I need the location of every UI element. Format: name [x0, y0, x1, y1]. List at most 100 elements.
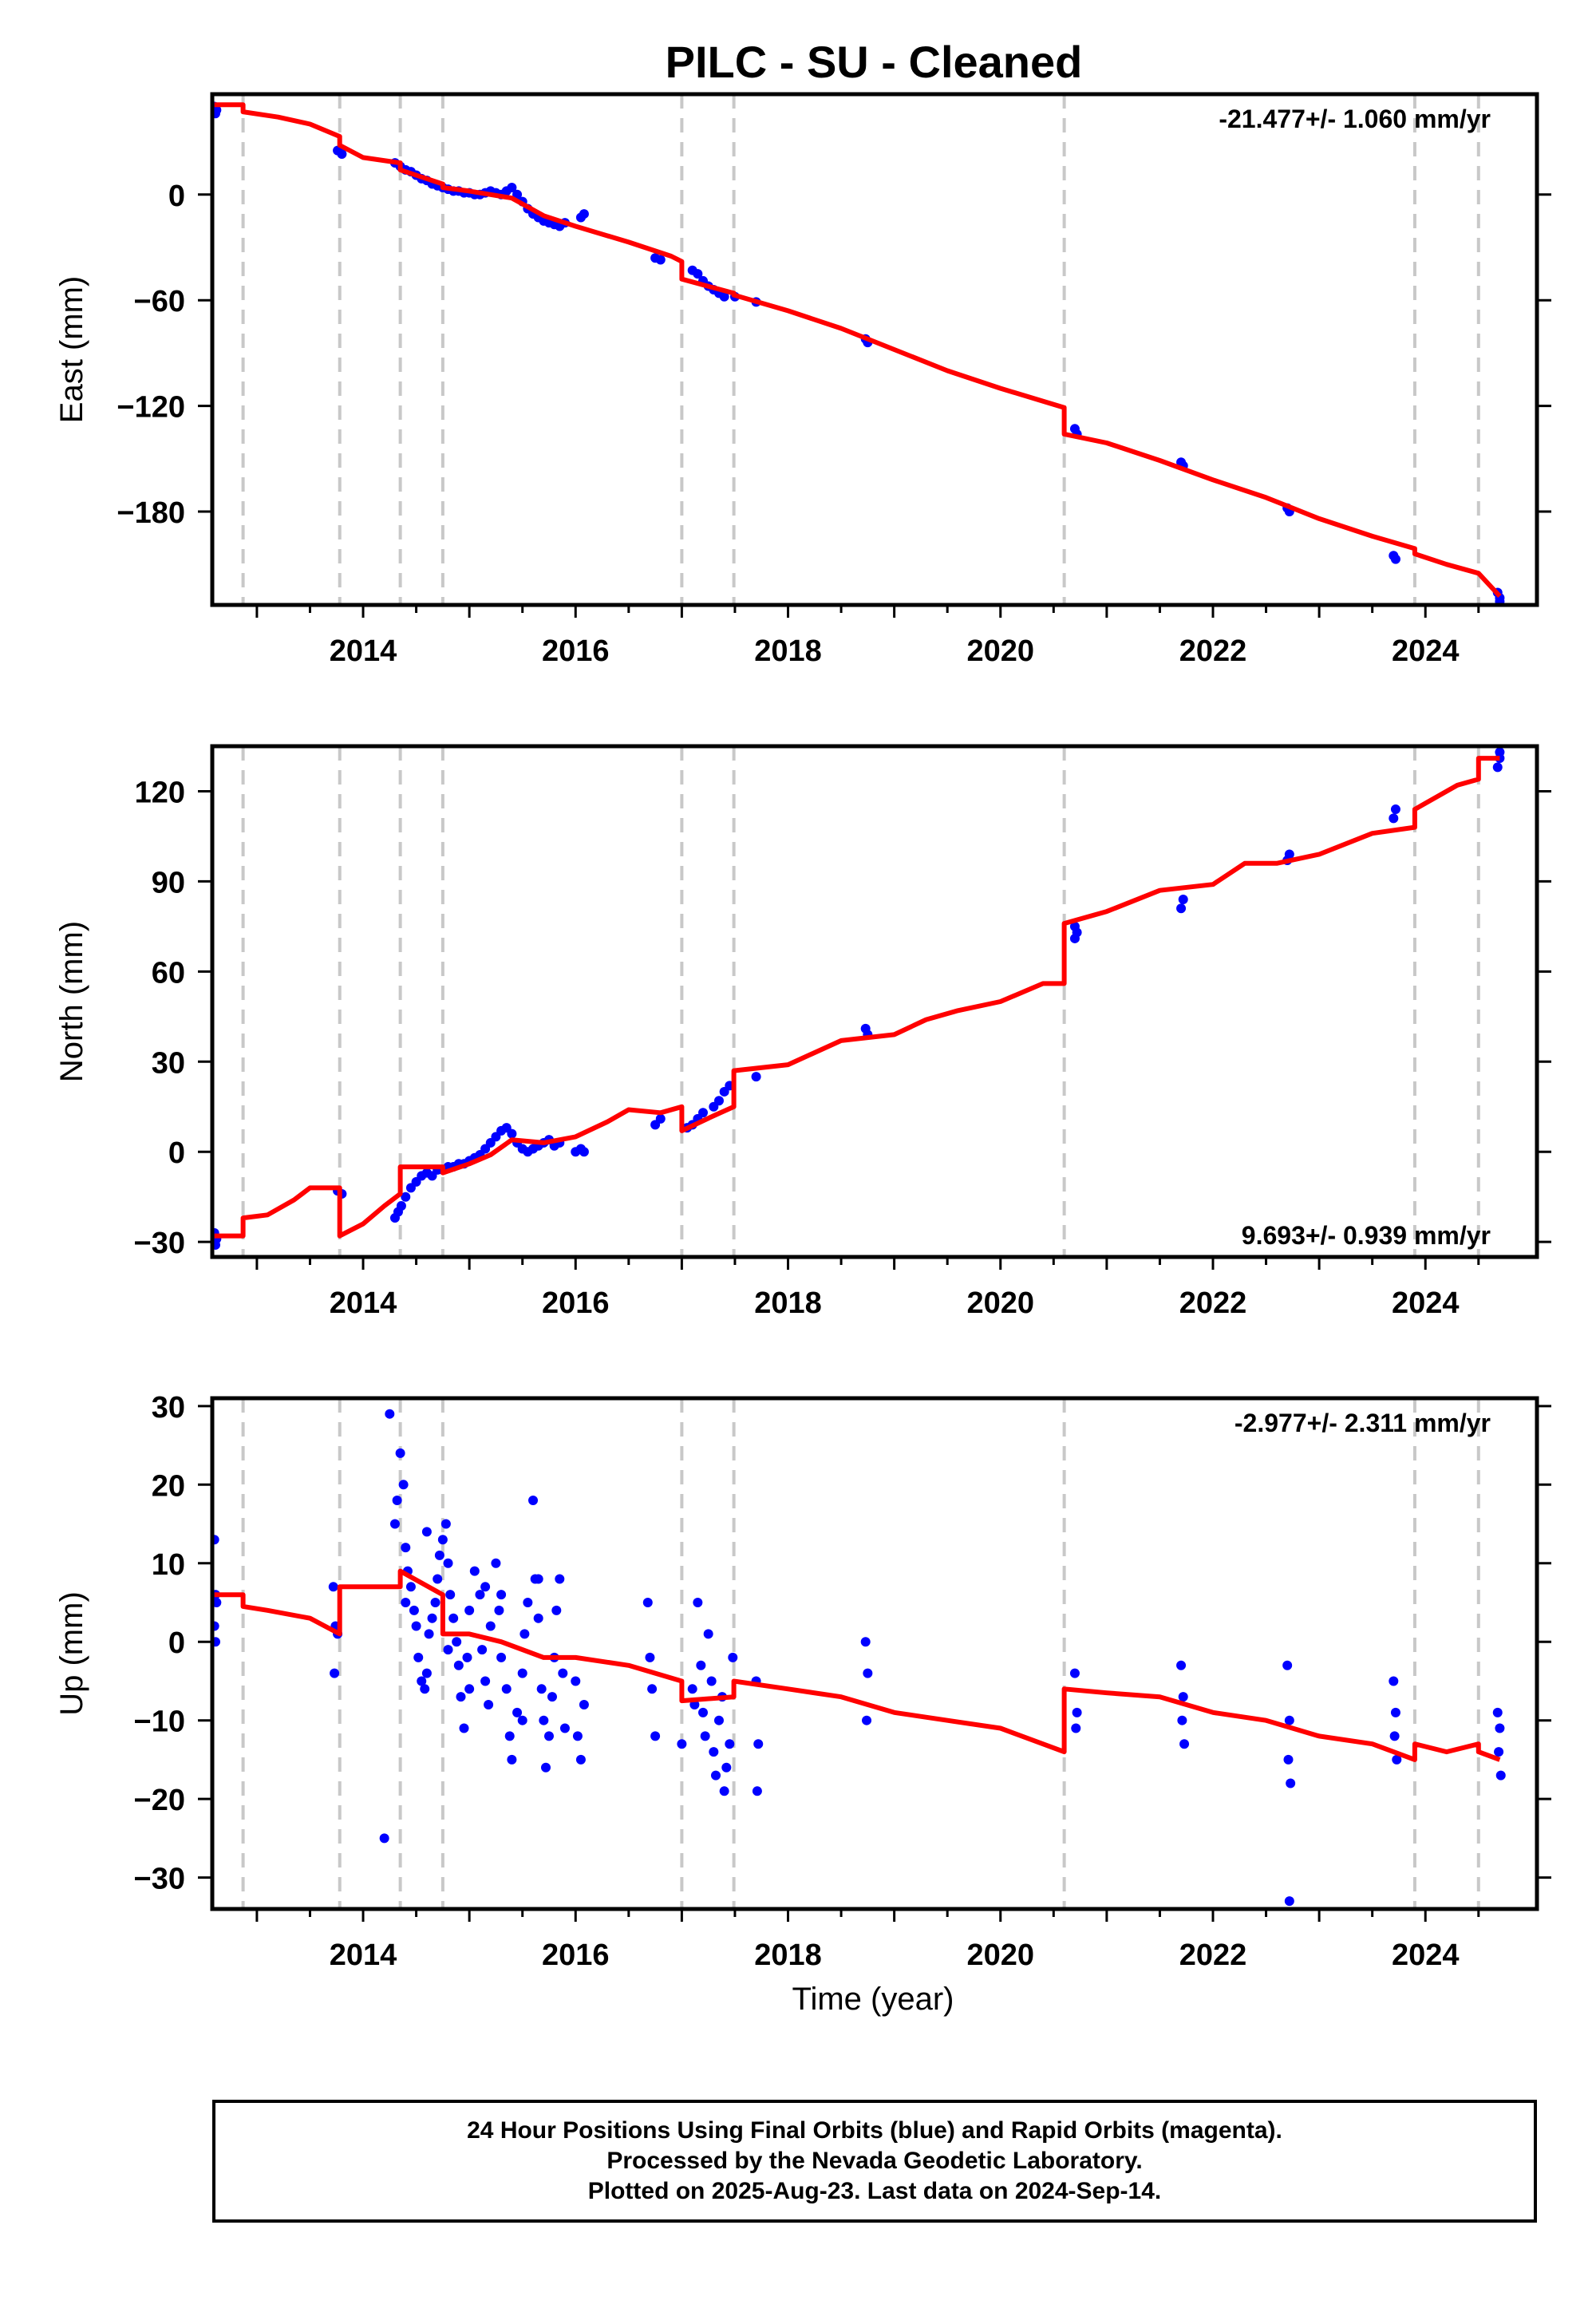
up-data-point [863, 1668, 873, 1678]
east-x-tick-label: 2024 [1392, 634, 1460, 668]
chart-title: PILC - SU - Cleaned [666, 37, 1083, 87]
footer-line-3: Plotted on 2025-Aug-23. Last data on 202… [587, 2178, 1162, 2204]
east-x-tick-label: 2022 [1179, 634, 1247, 668]
up-data-point [575, 1754, 586, 1765]
up-data-point [485, 1621, 496, 1631]
up-data-point [719, 1786, 729, 1796]
up-data-point [700, 1731, 710, 1741]
east-points [212, 101, 1505, 605]
up-data-point [512, 1707, 523, 1717]
north-data-point [1389, 813, 1399, 824]
up-data-point [389, 1519, 400, 1529]
up-data-point [862, 1715, 872, 1725]
up-data-point [536, 1684, 547, 1694]
up-y-tick-label: 20 [152, 1469, 185, 1503]
up-data-point [437, 1535, 448, 1545]
up-data-point [687, 1684, 697, 1694]
up-data-point [721, 1762, 732, 1773]
up-data-point [1071, 1723, 1081, 1733]
up-data-point [703, 1629, 713, 1639]
up-data-point [1494, 1747, 1504, 1757]
up-data-point [693, 1598, 703, 1607]
up-x-tick-label: 2022 [1179, 1939, 1247, 1972]
up-data-point [1284, 1715, 1294, 1725]
north-frame [210, 744, 1539, 1259]
east-data-point [693, 269, 703, 279]
up-data-point [543, 1731, 554, 1741]
up-x-tick-label: 2018 [754, 1939, 822, 1972]
up-data-point [728, 1652, 738, 1662]
east-data-point [655, 255, 666, 265]
up-data-point [579, 1700, 589, 1709]
up-data-point [559, 1723, 570, 1733]
up-data-point [411, 1621, 421, 1631]
up-data-point [504, 1731, 515, 1741]
up-data-point [1177, 1715, 1187, 1725]
up-y-tick-label: 0 [168, 1626, 185, 1660]
north-x-tick-label: 2016 [542, 1286, 610, 1320]
north-y-tick-label: 90 [152, 866, 185, 899]
north-data-point [507, 1128, 517, 1139]
up-data-point [464, 1605, 475, 1615]
up-data-point [475, 1590, 485, 1600]
up-data-point [539, 1715, 549, 1725]
north-y-tick-label: 120 [135, 776, 185, 809]
up-data-point [395, 1448, 405, 1458]
east-data-point [579, 209, 589, 219]
up-data-point [420, 1684, 430, 1694]
up-data-point [752, 1786, 762, 1796]
up-data-point [1176, 1660, 1187, 1670]
up-data-point [484, 1700, 494, 1709]
north-data-point [1495, 747, 1505, 757]
up-data-point [710, 1770, 721, 1780]
up-x-tick-label: 2016 [542, 1939, 610, 1972]
up-data-point [440, 1519, 451, 1529]
up-data-point [443, 1558, 453, 1568]
up-data-point [421, 1668, 432, 1678]
up-data-point [547, 1692, 557, 1702]
east-data-point [337, 149, 347, 160]
up-data-point [417, 1676, 427, 1686]
east-y-tick-label: −180 [117, 496, 185, 530]
up-data-point [706, 1676, 717, 1686]
up-data-point [401, 1543, 411, 1553]
up-data-point [379, 1833, 389, 1844]
up-x-tick-label: 2024 [1392, 1939, 1460, 1972]
up-data-point [469, 1566, 480, 1576]
up-data-point [753, 1739, 764, 1749]
up-data-point [480, 1582, 491, 1592]
north-y-tick-label: 0 [168, 1136, 185, 1170]
up-data-point [696, 1660, 706, 1670]
up-data-point [1179, 1739, 1190, 1749]
north-points [212, 747, 1505, 1250]
up-data-point [1495, 1770, 1506, 1780]
north-data-point [1069, 921, 1080, 931]
up-x-tick-label: 2014 [330, 1939, 397, 1972]
up-data-point [398, 1480, 409, 1490]
up-data-point [860, 1637, 871, 1647]
north-model-line [214, 756, 1500, 1239]
up-data-point [434, 1550, 444, 1560]
up-data-point [456, 1692, 466, 1702]
east-x-tick-label: 2014 [330, 634, 397, 668]
up-data-point [698, 1707, 709, 1717]
north-y-tick-label: −30 [134, 1227, 185, 1260]
up-data-point [385, 1409, 395, 1419]
up-y-tick-label: −20 [134, 1784, 185, 1817]
up-data-point [405, 1582, 416, 1592]
north-data-point [1284, 849, 1294, 860]
north-data-point [713, 1096, 724, 1106]
up-data-point [1389, 1731, 1400, 1741]
up-data-point [433, 1574, 443, 1584]
up-rate-label: -2.977+/- 2.311 mm/yr [1235, 1409, 1491, 1437]
up-data-point [1392, 1754, 1402, 1765]
up-data-point [1178, 1692, 1188, 1702]
north-x-tick-label: 2022 [1179, 1286, 1247, 1320]
up-data-point [464, 1684, 475, 1694]
up-y-tick-label: −10 [134, 1705, 185, 1739]
up-panel: 30 20 10 0 −10 −20 −30 2014 2016 2018 2020 2022 2024… [54, 1391, 1551, 1972]
up-data-point [709, 1747, 719, 1757]
east-data-point [507, 182, 517, 192]
up-data-point [496, 1652, 507, 1662]
up-data-point [1069, 1668, 1080, 1678]
